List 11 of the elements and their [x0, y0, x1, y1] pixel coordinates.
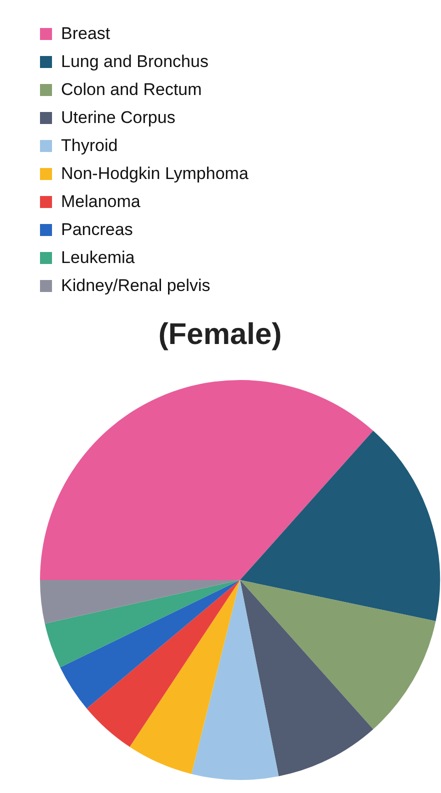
legend-label: Pancreas [61, 220, 133, 240]
text: (Female) [157, 318, 283, 352]
legend-label: Breast [61, 24, 110, 44]
legend-label: Colon and Rectum [61, 80, 202, 100]
legend-label: Uterine Corpus [61, 108, 176, 128]
legend-label: Lung and Bronchus [61, 52, 208, 72]
legend-label: Leukemia [61, 248, 135, 268]
legend-label: Melanoma [61, 192, 140, 212]
legend-label: Kidney/Renal pelvis [61, 276, 210, 296]
legend-label: Thyroid [61, 136, 118, 156]
legend-label: Non-Hodgkin Lymphoma [61, 164, 248, 184]
